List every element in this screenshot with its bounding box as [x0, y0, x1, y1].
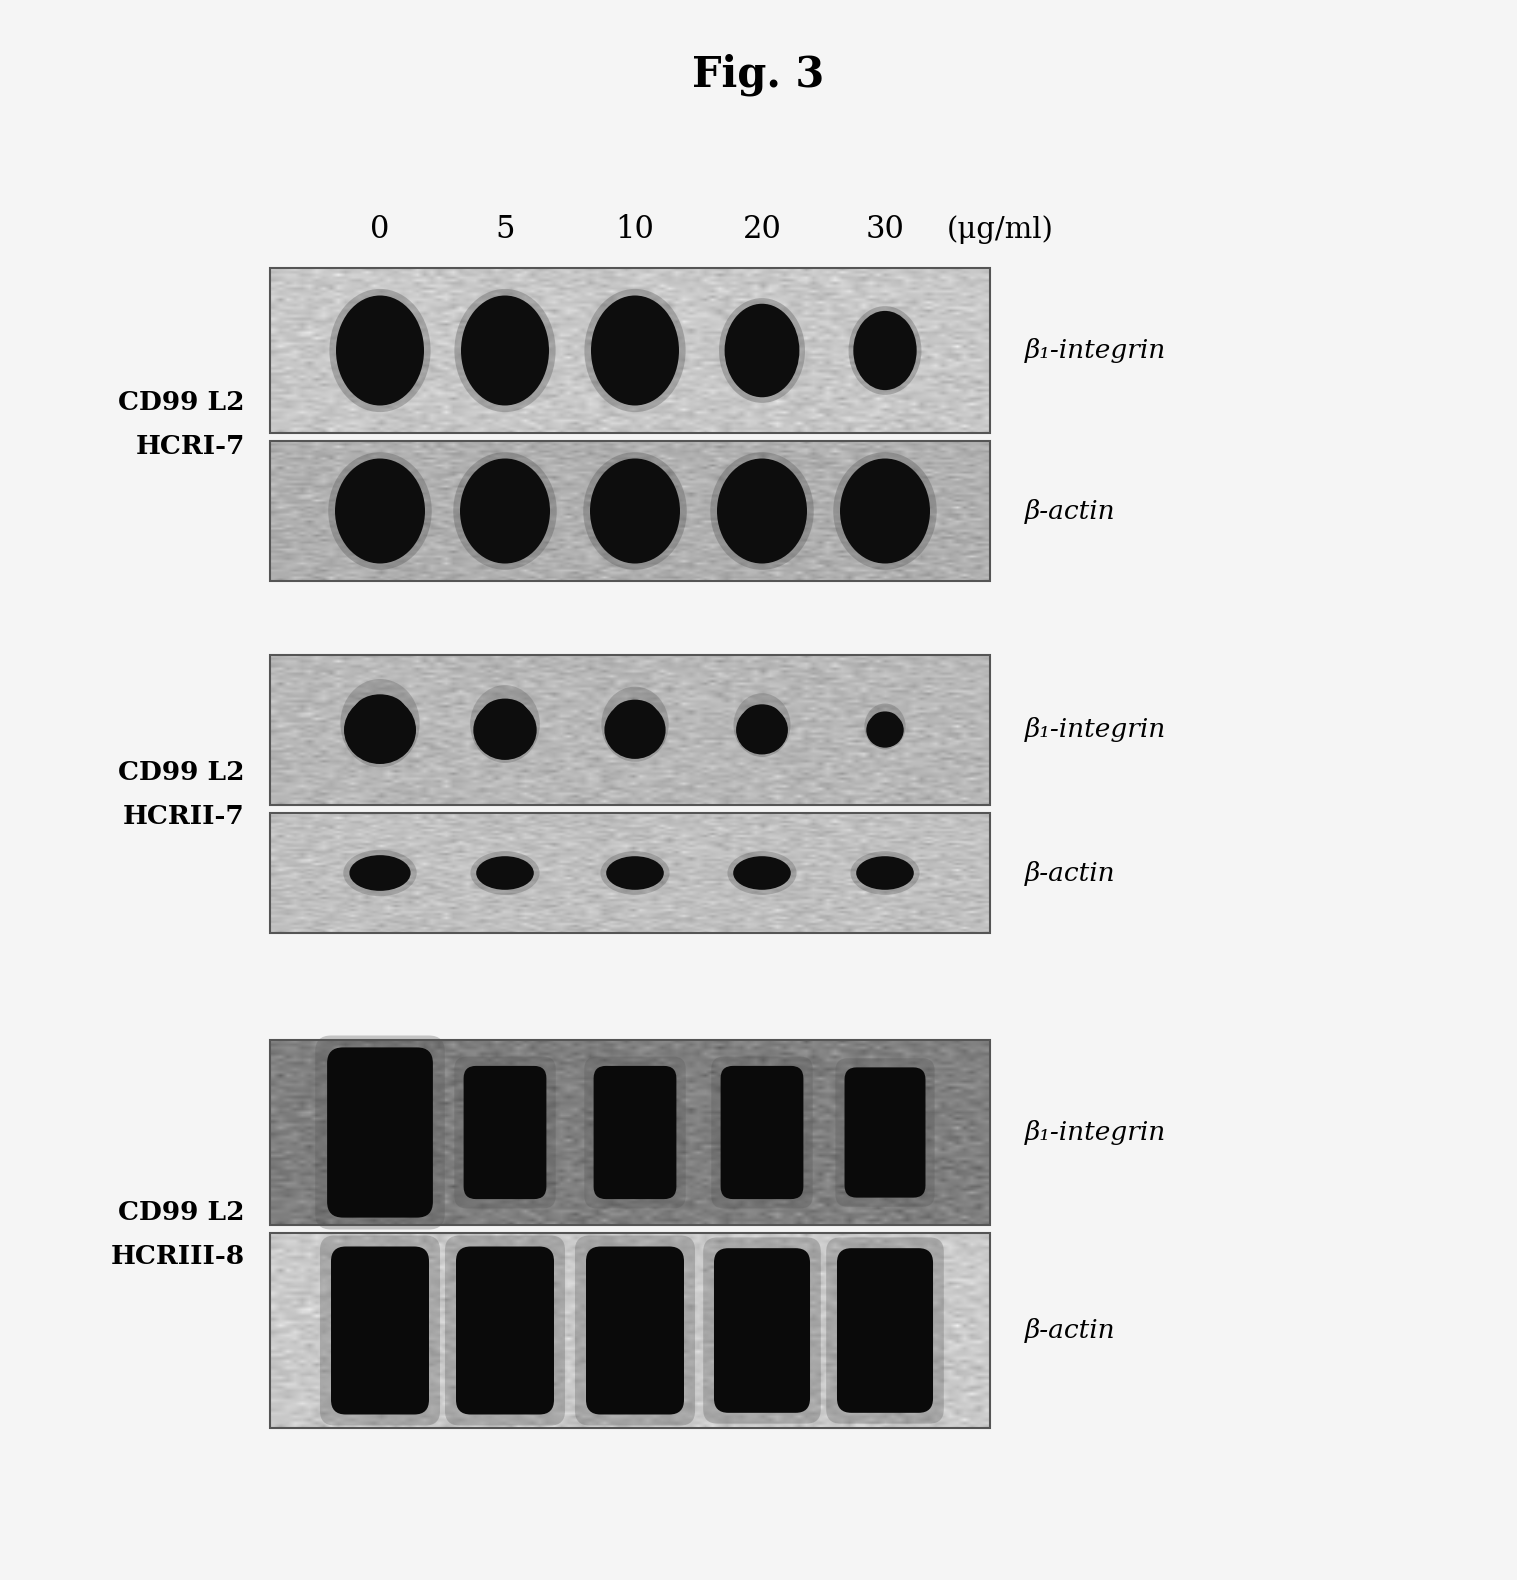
- FancyBboxPatch shape: [715, 1248, 810, 1413]
- Text: 10: 10: [616, 215, 654, 245]
- Text: β-actin: β-actin: [1025, 861, 1115, 885]
- Ellipse shape: [734, 694, 790, 757]
- Ellipse shape: [329, 289, 431, 412]
- Ellipse shape: [592, 295, 680, 406]
- Ellipse shape: [848, 307, 921, 395]
- Text: 5: 5: [495, 215, 514, 245]
- Text: (μg/ml): (μg/ml): [947, 215, 1053, 245]
- Ellipse shape: [833, 452, 938, 570]
- Ellipse shape: [718, 458, 807, 564]
- Ellipse shape: [866, 713, 904, 747]
- FancyBboxPatch shape: [584, 1057, 686, 1209]
- Ellipse shape: [871, 711, 900, 732]
- Ellipse shape: [455, 289, 555, 412]
- FancyBboxPatch shape: [586, 1247, 684, 1414]
- Ellipse shape: [461, 295, 549, 406]
- Bar: [270, 1040, 991, 1224]
- Text: HCRII-7: HCRII-7: [123, 804, 246, 828]
- Ellipse shape: [611, 700, 658, 732]
- Bar: [270, 441, 991, 581]
- Ellipse shape: [710, 452, 813, 570]
- Text: β₁-integrin: β₁-integrin: [1025, 717, 1167, 743]
- FancyBboxPatch shape: [320, 1236, 440, 1425]
- Ellipse shape: [460, 458, 551, 564]
- Ellipse shape: [856, 856, 913, 890]
- Ellipse shape: [601, 852, 669, 894]
- Text: CD99 L2: CD99 L2: [118, 390, 246, 416]
- Text: 30: 30: [866, 215, 904, 245]
- FancyBboxPatch shape: [464, 1066, 546, 1199]
- Ellipse shape: [470, 686, 540, 763]
- FancyBboxPatch shape: [457, 1247, 554, 1414]
- Text: β-actin: β-actin: [1025, 499, 1115, 523]
- Ellipse shape: [840, 458, 930, 564]
- FancyBboxPatch shape: [711, 1057, 813, 1209]
- Ellipse shape: [590, 458, 680, 564]
- FancyBboxPatch shape: [845, 1068, 925, 1198]
- Text: β₁-integrin: β₁-integrin: [1025, 1120, 1167, 1146]
- FancyBboxPatch shape: [721, 1066, 804, 1199]
- FancyBboxPatch shape: [837, 1248, 933, 1413]
- FancyBboxPatch shape: [827, 1237, 944, 1424]
- Ellipse shape: [584, 289, 686, 412]
- Bar: [270, 656, 991, 804]
- FancyBboxPatch shape: [454, 1057, 555, 1209]
- Ellipse shape: [470, 852, 540, 894]
- Ellipse shape: [335, 295, 423, 406]
- FancyBboxPatch shape: [328, 1048, 432, 1218]
- Text: HCRI-7: HCRI-7: [135, 435, 246, 460]
- Text: 0: 0: [370, 215, 390, 245]
- Bar: [270, 814, 991, 934]
- Text: β₁-integrin: β₁-integrin: [1025, 338, 1167, 363]
- Ellipse shape: [344, 697, 416, 765]
- Text: β-actin: β-actin: [1025, 1318, 1115, 1343]
- Ellipse shape: [343, 850, 417, 896]
- FancyBboxPatch shape: [444, 1236, 564, 1425]
- FancyBboxPatch shape: [575, 1236, 695, 1425]
- Bar: [270, 1232, 991, 1428]
- Ellipse shape: [335, 458, 425, 564]
- Ellipse shape: [473, 700, 537, 760]
- FancyBboxPatch shape: [836, 1059, 934, 1207]
- Text: CD99 L2: CD99 L2: [118, 760, 246, 785]
- Text: HCRIII-8: HCRIII-8: [111, 1243, 246, 1269]
- Text: 20: 20: [742, 215, 781, 245]
- Ellipse shape: [728, 852, 796, 894]
- Ellipse shape: [481, 698, 529, 732]
- Ellipse shape: [865, 703, 906, 749]
- Ellipse shape: [733, 856, 790, 890]
- Ellipse shape: [340, 679, 420, 768]
- FancyBboxPatch shape: [316, 1035, 444, 1229]
- Ellipse shape: [604, 702, 666, 758]
- Ellipse shape: [454, 452, 557, 570]
- Ellipse shape: [601, 687, 669, 762]
- Ellipse shape: [851, 852, 919, 894]
- Text: Fig. 3: Fig. 3: [692, 54, 824, 96]
- Bar: [270, 269, 991, 433]
- Ellipse shape: [719, 299, 806, 403]
- FancyBboxPatch shape: [704, 1237, 821, 1424]
- Ellipse shape: [742, 705, 781, 732]
- Ellipse shape: [736, 706, 787, 755]
- FancyBboxPatch shape: [331, 1247, 429, 1414]
- Ellipse shape: [476, 856, 534, 890]
- Ellipse shape: [328, 452, 432, 570]
- Ellipse shape: [583, 452, 687, 570]
- Text: CD99 L2: CD99 L2: [118, 1199, 246, 1224]
- Ellipse shape: [353, 694, 407, 732]
- Ellipse shape: [854, 311, 916, 390]
- Ellipse shape: [349, 855, 411, 891]
- Ellipse shape: [607, 856, 664, 890]
- Ellipse shape: [725, 303, 799, 397]
- FancyBboxPatch shape: [593, 1066, 677, 1199]
